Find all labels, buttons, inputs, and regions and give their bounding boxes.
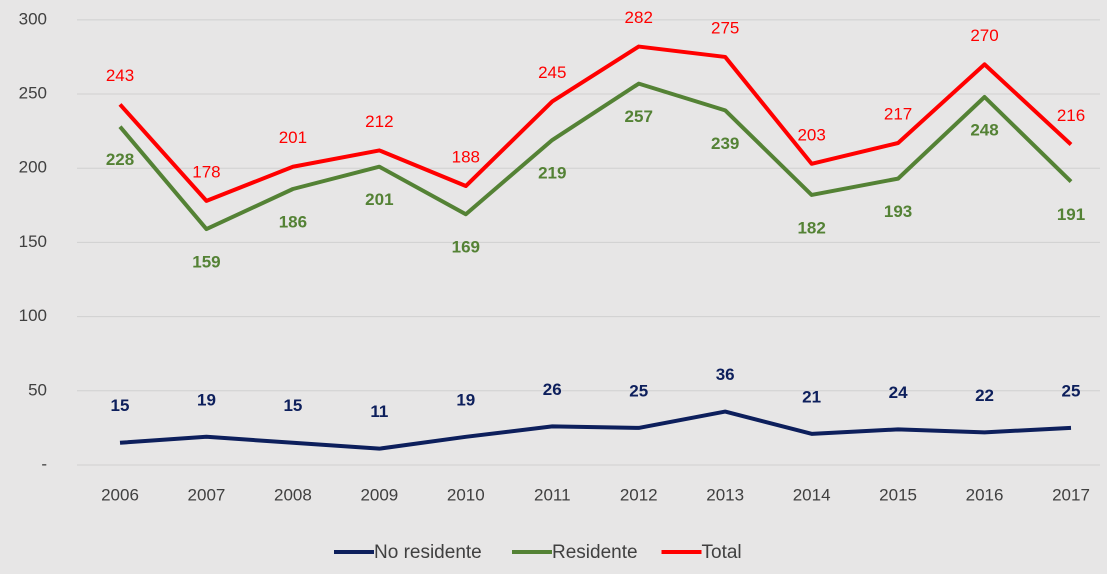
x-tick-label: 2009	[360, 485, 398, 504]
data-label: 19	[456, 390, 475, 409]
data-label: 25	[1062, 381, 1081, 400]
x-tick-label: 2013	[706, 485, 744, 504]
y-tick-label: -	[41, 454, 47, 473]
data-label: 188	[452, 148, 480, 167]
data-label: 25	[629, 381, 648, 400]
data-label: 15	[283, 396, 302, 415]
data-label: 159	[192, 253, 220, 272]
data-label: 169	[452, 238, 480, 257]
series-line	[119, 409, 1072, 451]
legend-label: Total	[702, 542, 742, 563]
data-label: 11	[370, 402, 388, 421]
data-label: 257	[625, 107, 653, 126]
x-tick-label: 2012	[620, 485, 658, 504]
data-label: 193	[884, 202, 912, 221]
data-label: 19	[197, 390, 216, 409]
y-tick-label: 300	[19, 9, 47, 28]
data-label: 201	[279, 128, 307, 147]
y-tick-label: 200	[19, 158, 47, 177]
data-label: 228	[106, 150, 134, 169]
data-label: 178	[192, 162, 220, 181]
data-label: 275	[711, 18, 739, 37]
data-label: 203	[797, 125, 825, 144]
data-label: 248	[970, 120, 998, 139]
x-tick-label: 2008	[274, 485, 312, 504]
x-tick-label: 2016	[966, 485, 1004, 504]
legend-label: Residente	[552, 542, 638, 563]
data-label: 36	[716, 365, 735, 384]
data-label: 219	[538, 164, 566, 183]
series-line	[118, 44, 1073, 203]
x-tick-label: 2006	[101, 485, 139, 504]
data-label: 186	[279, 212, 307, 231]
y-tick-label: 50	[28, 380, 47, 399]
data-label: 22	[975, 386, 994, 405]
y-tick-label: 150	[19, 232, 47, 251]
x-tick-label: 2017	[1052, 485, 1090, 504]
data-label: 217	[884, 104, 912, 123]
data-label: 201	[365, 190, 393, 209]
data-label: 15	[111, 396, 130, 415]
data-label: 282	[625, 8, 653, 27]
data-label: 182	[797, 218, 825, 237]
x-tick-label: 2011	[534, 485, 571, 504]
x-tick-label: 2014	[793, 485, 831, 504]
data-label: 270	[970, 26, 998, 45]
data-label: 21	[802, 387, 821, 406]
data-label: 216	[1057, 106, 1085, 125]
data-label: 239	[711, 134, 739, 153]
data-label: 26	[543, 380, 562, 399]
data-label: 243	[106, 66, 134, 85]
series-line	[118, 81, 1073, 232]
y-tick-label: 100	[19, 306, 47, 325]
data-label: 245	[538, 63, 566, 82]
x-tick-label: 2007	[188, 485, 226, 504]
x-tick-label: 2010	[447, 485, 485, 504]
x-tick-label: 2015	[879, 485, 917, 504]
y-tick-label: 250	[19, 84, 47, 103]
data-label: 212	[365, 112, 393, 131]
data-label: 24	[889, 383, 908, 402]
legend-label: No residente	[374, 542, 482, 563]
data-label: 191	[1057, 205, 1085, 224]
